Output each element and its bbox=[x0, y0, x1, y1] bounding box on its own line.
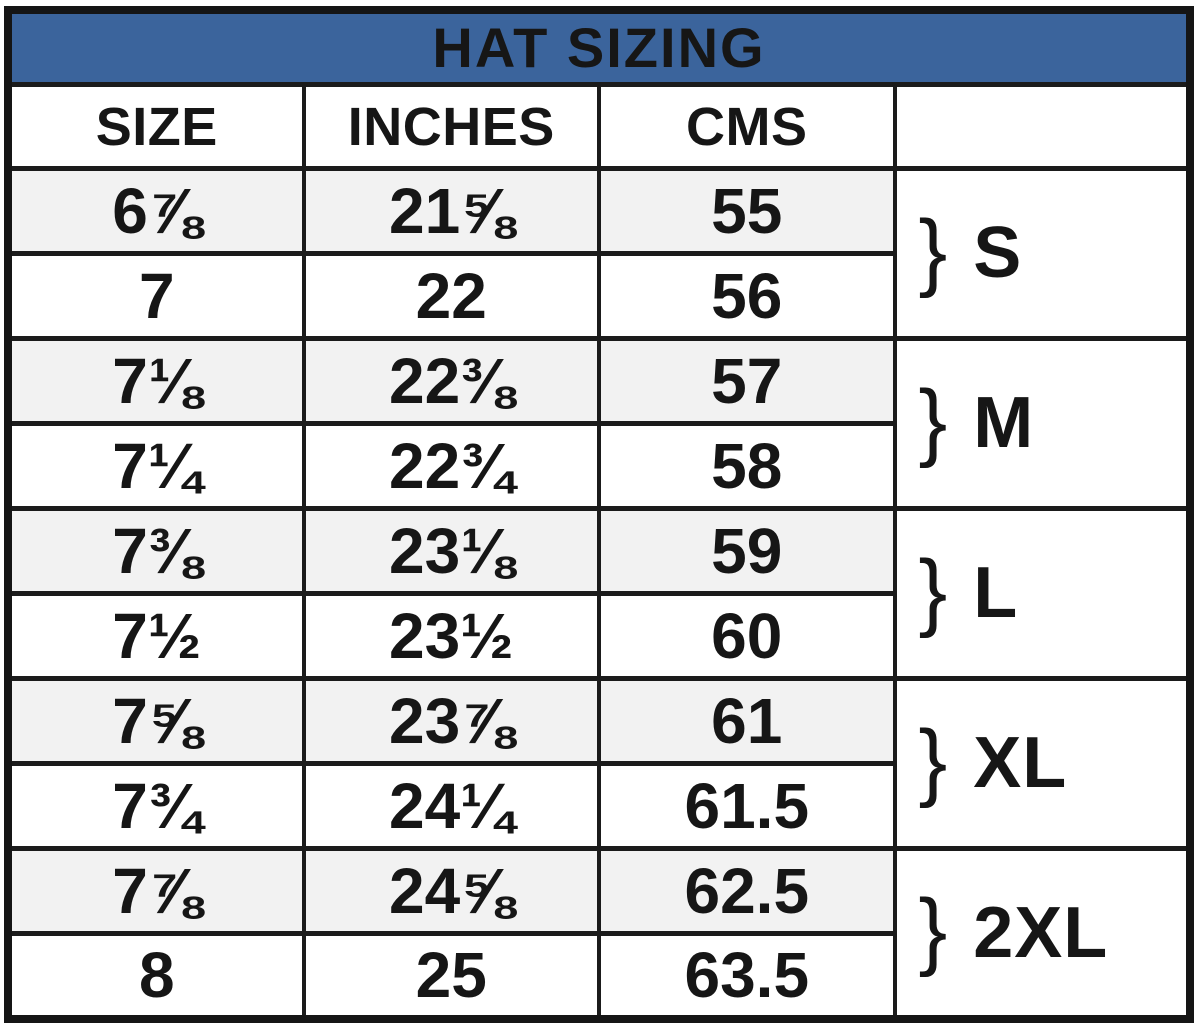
inches-cell: 25 bbox=[301, 931, 601, 1021]
size-group-cell-2xl: } 2XL bbox=[892, 846, 1192, 1021]
table-row: 7¼ 22¾ 58 bbox=[6, 421, 1190, 511]
hat-sizing-table: HAT SIZING SIZE INCHES CMS 6⅞ 21⅝ 55 } S bbox=[4, 6, 1194, 1023]
size-cell: 7¼ bbox=[6, 421, 306, 511]
table-row: 7½ 23½ 60 bbox=[6, 591, 1190, 681]
brace-icon: } bbox=[918, 542, 948, 639]
header-row: SIZE INCHES CMS bbox=[6, 82, 1192, 171]
cms-cell: 58 bbox=[597, 421, 897, 511]
cms-cell: 61.5 bbox=[597, 761, 897, 851]
size-cell: 7¾ bbox=[6, 761, 306, 851]
table-row: 7⅝ 23⅞ 61 } XL bbox=[6, 676, 1192, 851]
size-group-label: S bbox=[973, 213, 1023, 294]
title-row: HAT SIZING bbox=[6, 7, 1192, 87]
brace-icon: } bbox=[918, 372, 948, 469]
cms-cell: 63.5 bbox=[597, 931, 897, 1021]
size-cell: 7⅛ bbox=[6, 336, 306, 426]
column-header-group-empty bbox=[892, 82, 1192, 171]
size-group-cell-s: } S bbox=[892, 166, 1192, 341]
inches-cell: 22 bbox=[301, 251, 601, 341]
inches-cell: 23⅛ bbox=[301, 506, 601, 596]
table-row: 7¾ 24¼ 61.5 bbox=[6, 761, 1190, 851]
table-row: 6⅞ 21⅝ 55 } S bbox=[6, 166, 1192, 341]
size-group-label: L bbox=[973, 553, 1019, 634]
brace-icon: } bbox=[918, 712, 948, 809]
cms-cell: 55 bbox=[597, 166, 897, 256]
size-cell: 7 bbox=[6, 251, 306, 341]
table-row: 8 25 63.5 bbox=[6, 931, 1190, 1021]
size-group-cell-xl: } XL bbox=[892, 676, 1192, 851]
cms-cell: 56 bbox=[597, 251, 897, 341]
size-group-label: 2XL bbox=[973, 892, 1109, 973]
size-cell: 8 bbox=[6, 931, 306, 1021]
table-row: 7⅛ 22⅜ 57 } M bbox=[6, 336, 1192, 511]
column-header-cms: CMS bbox=[597, 82, 897, 171]
inches-cell: 23½ bbox=[301, 591, 601, 681]
size-group-cell-m: } M bbox=[892, 336, 1192, 511]
table-row: 7⅜ 23⅛ 59 } L bbox=[6, 506, 1192, 681]
size-group-label: M bbox=[973, 383, 1035, 464]
table-title: HAT SIZING bbox=[6, 7, 1192, 87]
size-cell: 6⅞ bbox=[6, 166, 306, 256]
table-row: 7 22 56 bbox=[6, 251, 1190, 341]
size-cell: 7⅝ bbox=[6, 676, 306, 766]
cms-cell: 61 bbox=[597, 676, 897, 766]
cms-cell: 57 bbox=[597, 336, 897, 426]
cms-cell: 62.5 bbox=[597, 846, 897, 936]
inches-cell: 23⅞ bbox=[301, 676, 601, 766]
size-cell: 7½ bbox=[6, 591, 306, 681]
cms-cell: 60 bbox=[597, 591, 897, 681]
column-header-inches: INCHES bbox=[301, 82, 601, 171]
size-group-label: XL bbox=[973, 723, 1068, 804]
cms-cell: 59 bbox=[597, 506, 897, 596]
table-row: 7⅞ 24⅝ 62.5 } 2XL bbox=[6, 846, 1192, 1021]
inches-cell: 24¼ bbox=[301, 761, 601, 851]
brace-icon: } bbox=[918, 882, 948, 979]
brace-icon: } bbox=[918, 202, 948, 299]
size-cell: 7⅜ bbox=[6, 506, 306, 596]
size-group-cell-l: } L bbox=[892, 506, 1192, 681]
column-header-size: SIZE bbox=[6, 82, 306, 171]
inches-cell: 22¾ bbox=[301, 421, 601, 511]
size-cell: 7⅞ bbox=[6, 846, 306, 936]
inches-cell: 24⅝ bbox=[301, 846, 601, 936]
inches-cell: 21⅝ bbox=[301, 166, 601, 256]
inches-cell: 22⅜ bbox=[301, 336, 601, 426]
